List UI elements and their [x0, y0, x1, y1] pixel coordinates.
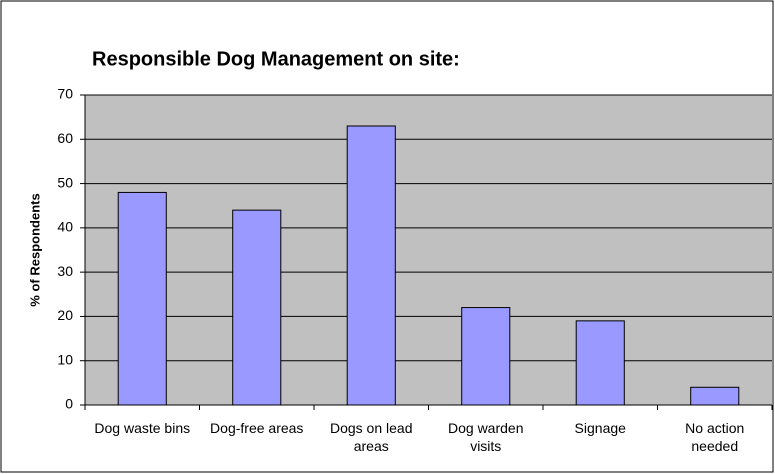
x-tick-label: Dog-free areas	[210, 420, 304, 436]
plot-area	[85, 95, 772, 405]
y-axis-label: % of Respondents	[27, 193, 42, 306]
bar	[232, 209, 282, 406]
bar	[461, 307, 511, 406]
bar	[346, 125, 396, 406]
y-tick-label: 0	[65, 396, 73, 412]
y-tick-label: 20	[57, 307, 73, 323]
bar	[575, 320, 625, 406]
y-tick-label: 60	[57, 130, 73, 146]
y-tick-label: 30	[57, 263, 73, 279]
x-tick-label: Dogs on lead areas	[329, 420, 413, 454]
x-tick-label: No action needed	[685, 420, 745, 454]
y-tick-label: 50	[57, 174, 73, 190]
y-tick-label: 40	[57, 219, 73, 235]
x-tick-label: Dog warden visits	[448, 420, 524, 454]
y-tick-label: 70	[57, 86, 73, 102]
x-tick-label: Signage	[574, 420, 626, 436]
x-tick-label: Dog waste bins	[94, 420, 191, 436]
bar	[690, 386, 740, 406]
y-tick-label: 10	[57, 351, 73, 367]
chart-title: Responsible Dog Management on site:	[92, 48, 460, 70]
bar	[117, 191, 167, 406]
